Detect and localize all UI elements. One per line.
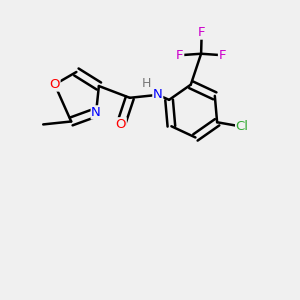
Text: O: O	[50, 78, 60, 91]
Text: F: F	[198, 26, 206, 39]
Text: N: N	[153, 88, 163, 101]
Text: Cl: Cl	[236, 120, 249, 133]
Text: H: H	[142, 77, 151, 90]
Text: O: O	[116, 118, 126, 131]
Text: F: F	[176, 49, 184, 62]
Text: N: N	[91, 106, 101, 119]
Text: F: F	[219, 49, 226, 62]
